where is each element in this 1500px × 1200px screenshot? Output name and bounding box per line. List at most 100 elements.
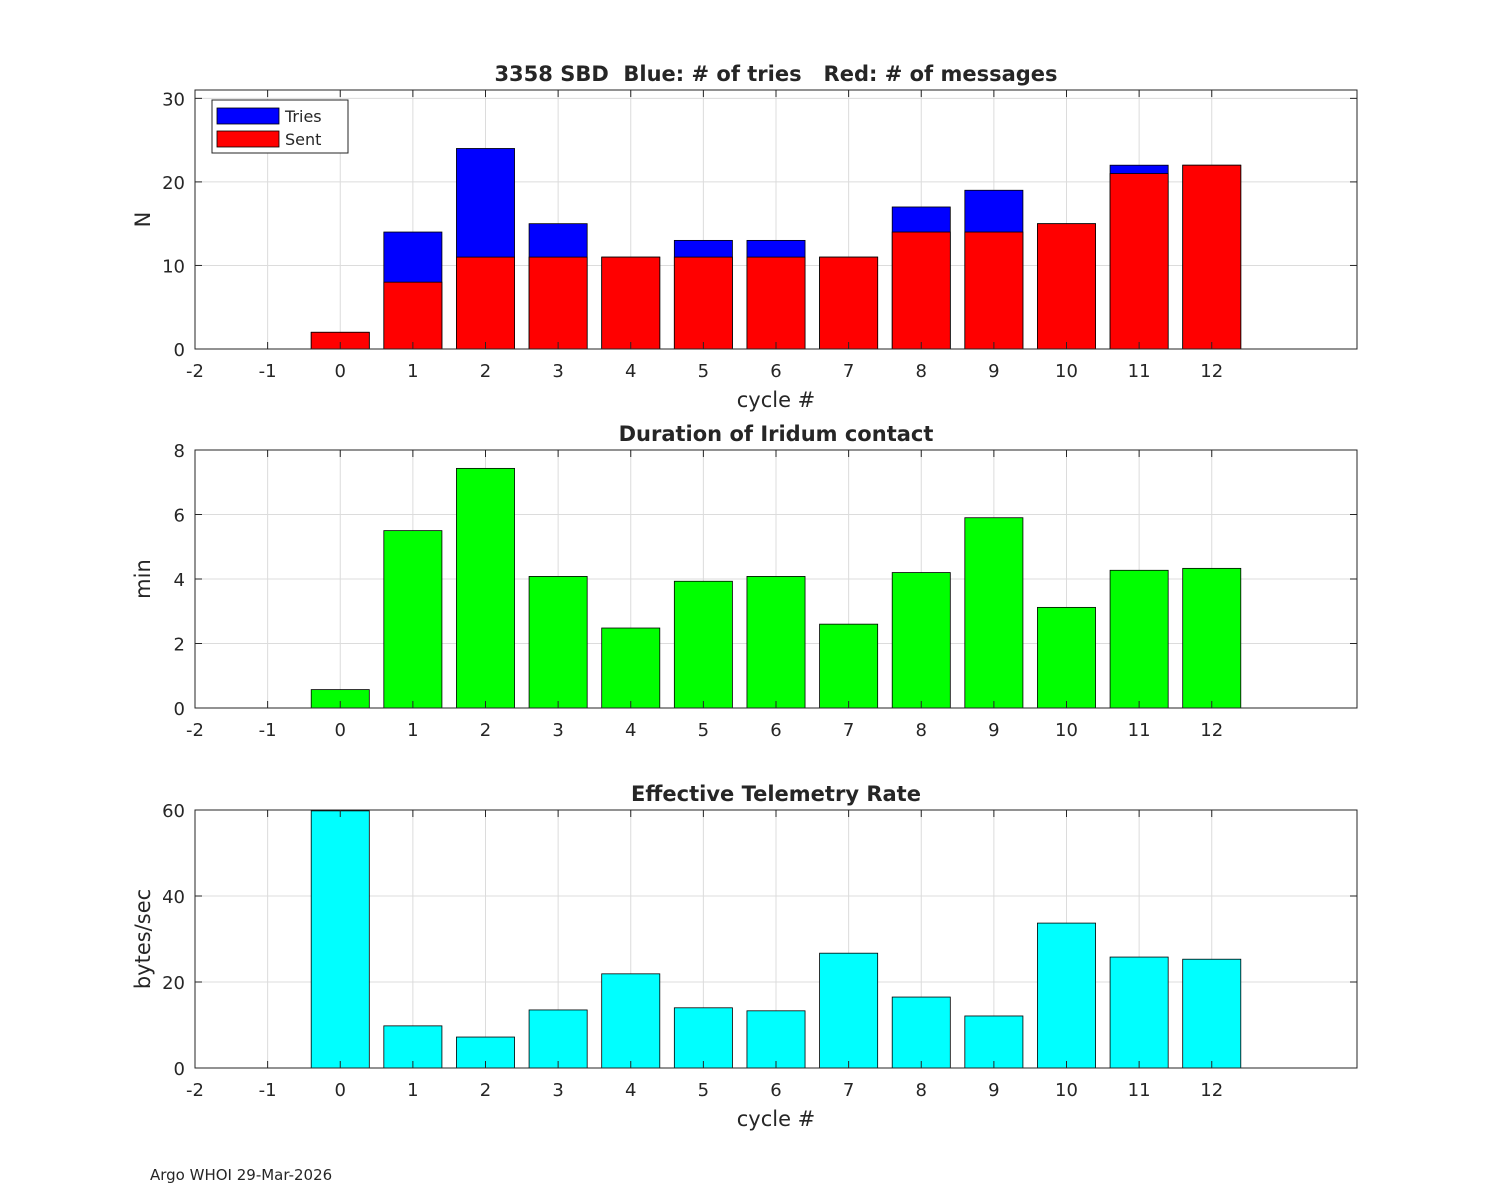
bar-duration-cycle-2 [456,467,515,709]
x-tick-label: 11 [1128,720,1151,741]
y-tick-label: 2 [174,635,185,656]
x-tick-label: 12 [1200,361,1223,382]
x-tick-label: 10 [1055,1080,1078,1101]
y-tick-label: 4 [174,570,185,591]
chart-title: Duration of Iridum contact [619,422,934,446]
y-tick-label: 30 [162,89,185,110]
x-tick-label: -1 [259,1080,277,1101]
legend-swatch-tries [216,107,280,125]
bar-sent-cycle-3 [528,256,588,350]
bar-duration-cycle-3 [528,576,588,709]
x-tick-label: 7 [843,1080,854,1101]
x-tick-label: 5 [698,720,709,741]
x-tick-label: 11 [1128,361,1151,382]
y-axis-label: N [131,212,155,228]
bar-sent-cycle-6 [746,256,806,350]
x-tick-label: 8 [916,361,927,382]
y-tick-label: 60 [162,801,185,822]
bar-sent-cycle-7 [819,256,879,350]
x-tick-label: 8 [916,1080,927,1101]
bar-rate-cycle-3 [528,1009,588,1069]
footer-label: Argo WHOI 29-Mar-2026 [150,1166,333,1184]
y-tick-label: 0 [174,699,185,720]
x-tick-label: -2 [186,361,204,382]
bar-rate-cycle-0 [310,810,370,1069]
x-tick-label: 9 [988,361,999,382]
bar-duration-cycle-12 [1182,567,1242,709]
x-tick-label: 1 [407,1080,418,1101]
x-tick-label: 2 [480,720,491,741]
bar-sent-cycle-12 [1182,164,1242,350]
x-tick-label: 8 [916,720,927,741]
legend: Tries Sent [211,99,349,154]
bar-sent-cycle-4 [601,256,661,350]
bar-sent-cycle-11 [1109,173,1169,350]
x-tick-label: 5 [698,361,709,382]
legend-label-sent: Sent [285,130,321,149]
bar-sent-cycle-2 [456,256,515,350]
bar-rate-cycle-1 [383,1025,443,1069]
bar-sent-cycle-5 [673,256,733,350]
bar-duration-cycle-6 [746,576,806,709]
x-tick-label: 9 [988,1080,999,1101]
x-tick-label: 0 [335,361,346,382]
bar-rate-cycle-9 [964,1015,1024,1069]
x-tick-label: 7 [843,720,854,741]
y-tick-label: 0 [174,340,185,361]
bar-rate-cycle-5 [673,1007,733,1069]
x-tick-label: 3 [552,1080,563,1101]
x-tick-label: 1 [407,720,418,741]
y-tick-label: 8 [174,441,185,462]
x-tick-label: 6 [770,720,781,741]
x-tick-label: 2 [480,1080,491,1101]
y-axis-label: min [131,559,155,599]
x-tick-label: 12 [1200,1080,1223,1101]
bar-rate-cycle-7 [819,952,879,1069]
bar-sent-cycle-9 [964,231,1024,350]
x-tick-label: -1 [259,361,277,382]
x-tick-label: -2 [186,720,204,741]
x-axis-label: cycle # [737,388,816,412]
x-tick-label: 4 [625,361,636,382]
x-tick-label: 2 [480,361,491,382]
x-tick-label: 6 [770,1080,781,1101]
chart-title: Effective Telemetry Rate [631,782,921,806]
x-tick-label: 1 [407,361,418,382]
bar-duration-cycle-10 [1037,606,1096,709]
y-tick-label: 20 [162,973,185,994]
bar-rate-cycle-4 [601,973,661,1069]
y-axis-label: bytes/sec [131,889,155,989]
chart-title: 3358 SBD Blue: # of tries Red: # of mess… [494,62,1057,86]
x-tick-label: 10 [1055,720,1078,741]
x-tick-label: 4 [625,1080,636,1101]
x-axis-label: cycle # [737,1107,816,1131]
x-tick-label: 7 [843,361,854,382]
x-tick-label: 11 [1128,1080,1151,1101]
x-tick-label: 12 [1200,720,1223,741]
bar-sent-cycle-1 [383,281,443,350]
bar-duration-cycle-5 [673,580,733,709]
bar-duration-cycle-9 [964,517,1024,709]
bar-sent-cycle-8 [891,231,951,350]
bar-rate-cycle-6 [746,1010,806,1069]
bar-duration-cycle-11 [1109,569,1169,709]
x-tick-label: 10 [1055,361,1078,382]
y-tick-label: 6 [174,506,185,527]
bar-rate-cycle-10 [1037,922,1096,1069]
bar-rate-cycle-11 [1109,956,1169,1069]
y-tick-label: 0 [174,1059,185,1080]
bar-duration-cycle-1 [383,530,443,709]
legend-label-tries: Tries [284,107,322,126]
x-tick-label: 3 [552,361,563,382]
legend-swatch-sent [216,130,280,148]
x-tick-label: 4 [625,720,636,741]
bar-rate-cycle-12 [1182,958,1242,1069]
x-tick-label: 0 [335,1080,346,1101]
x-tick-label: -2 [186,1080,204,1101]
x-tick-label: 6 [770,361,781,382]
bar-sent-cycle-10 [1037,223,1096,350]
